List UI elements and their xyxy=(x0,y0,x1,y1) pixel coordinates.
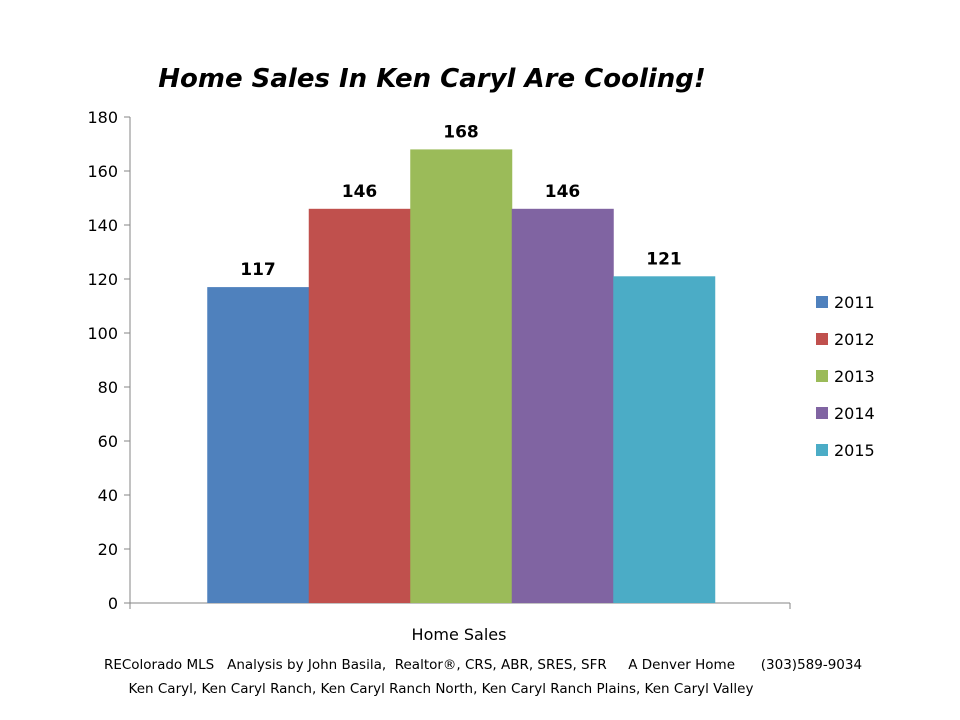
y-tick-label: 40 xyxy=(98,486,118,505)
y-tick-label: 60 xyxy=(98,432,118,451)
chart-title: Home Sales In Ken Caryl Are Cooling! xyxy=(158,64,706,94)
bar-2014 xyxy=(511,208,614,604)
legend: 2011 2012 2013 2014 2015 xyxy=(816,293,875,460)
bar-2012 xyxy=(308,208,411,604)
legend-swatch-2015 xyxy=(816,444,828,456)
y-tick-label: 80 xyxy=(98,378,118,397)
footer-source-line: REColorado MLS Analysis by John Basila, … xyxy=(104,657,862,673)
y-tick-label: 20 xyxy=(98,540,118,559)
data-label-2013: 168 xyxy=(443,122,479,142)
data-label-2014: 146 xyxy=(545,182,581,202)
legend-swatch-2013 xyxy=(816,370,828,382)
y-tick-label: 0 xyxy=(108,594,118,613)
legend-label-2011: 2011 xyxy=(834,293,875,312)
y-tick-label: 180 xyxy=(87,108,118,127)
legend-label-2015: 2015 xyxy=(834,441,875,460)
legend-label-2012: 2012 xyxy=(834,330,875,349)
y-tick-label: 100 xyxy=(87,324,118,343)
bar-2013 xyxy=(410,149,513,603)
y-tick-label: 160 xyxy=(87,162,118,181)
legend-swatch-2012 xyxy=(816,333,828,345)
bar-2011 xyxy=(207,287,310,603)
y-tick-label: 140 xyxy=(87,216,118,235)
data-labels: 117 146 168 146 121 xyxy=(240,122,682,280)
data-label-2011: 117 xyxy=(240,260,276,280)
bar-2015 xyxy=(613,276,716,603)
legend-label-2014: 2014 xyxy=(834,404,875,423)
data-label-2012: 146 xyxy=(342,182,378,202)
legend-label-2013: 2013 xyxy=(834,367,875,386)
axes: 0 20 40 60 80 100 120 140 160 180 Home Sales xyxy=(87,108,791,644)
data-label-2015: 121 xyxy=(646,249,682,269)
bars xyxy=(207,149,716,604)
footer-areas-line: Ken Caryl, Ken Caryl Ranch, Ken Caryl Ra… xyxy=(129,681,754,697)
x-category-label: Home Sales xyxy=(412,625,507,644)
legend-swatch-2011 xyxy=(816,296,828,308)
legend-swatch-2014 xyxy=(816,407,828,419)
y-tick-label: 120 xyxy=(87,270,118,289)
